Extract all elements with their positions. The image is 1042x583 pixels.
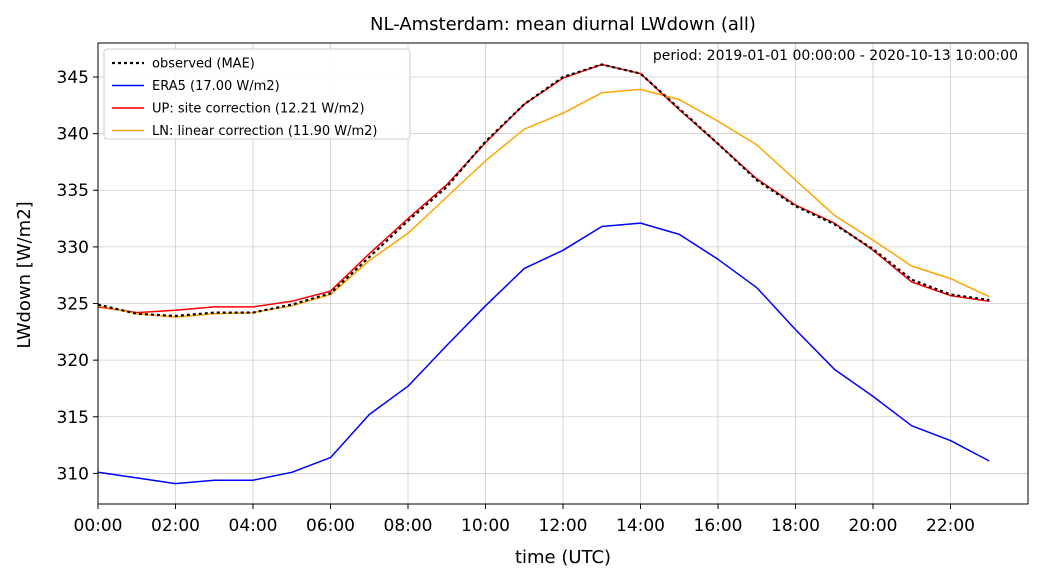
x-tick-label: 22:00 xyxy=(926,516,975,536)
x-tick-label: 02:00 xyxy=(151,516,200,536)
legend-label: observed (MAE) xyxy=(152,57,255,72)
legend-label: ERA5 (17.00 W/m2) xyxy=(152,79,280,94)
series-line-0 xyxy=(97,63,990,318)
y-tick-label: 345 xyxy=(57,68,89,88)
x-tick-label: 12:00 xyxy=(539,516,588,536)
series-line-1 xyxy=(97,222,990,485)
y-tick-label: 330 xyxy=(57,238,89,258)
x-tick-label: 16:00 xyxy=(694,516,743,536)
y-tick-label: 310 xyxy=(57,464,89,484)
grid xyxy=(97,43,1028,504)
series-line-3 xyxy=(97,88,990,318)
y-tick-label: 315 xyxy=(57,408,89,428)
period-annotation: period: 2019-01-01 00:00:00 - 2020-10-13… xyxy=(653,48,1018,64)
x-tick-label: 08:00 xyxy=(384,516,433,536)
series-layer xyxy=(97,63,990,485)
legend-label: UP: site correction (12.21 W/m2) xyxy=(152,102,365,117)
y-tick-label: 320 xyxy=(57,351,89,371)
x-tick-label: 06:00 xyxy=(306,516,355,536)
ticks: 00:00 02:00 04:00 06:00 08:00 10:00 12:00 14:00… xyxy=(57,68,975,536)
chart-title: NL-Amsterdam: mean diurnal LWdown (all) xyxy=(370,14,756,35)
y-tick-label: 335 xyxy=(57,181,89,201)
y-tick-label: 325 xyxy=(57,295,89,315)
y-axis-label: LWdown [W/m2] xyxy=(14,201,35,348)
x-axis-label: time (UTC) xyxy=(515,547,611,568)
legend-frame xyxy=(103,48,411,140)
y-tick-label: 340 xyxy=(57,125,89,145)
x-tick-label: 04:00 xyxy=(229,516,278,536)
x-tick-label: 18:00 xyxy=(771,516,820,536)
x-tick-label: 14:00 xyxy=(616,516,665,536)
x-tick-label: 20:00 xyxy=(849,516,898,536)
legend: observed (MAE) ERA5 (17.00 W/m2) UP: site … xyxy=(103,48,411,140)
legend-label: LN: linear correction (11.90 W/m2) xyxy=(152,124,378,139)
x-tick-label: 10:00 xyxy=(461,516,510,536)
x-tick-label: 00:00 xyxy=(74,516,123,536)
